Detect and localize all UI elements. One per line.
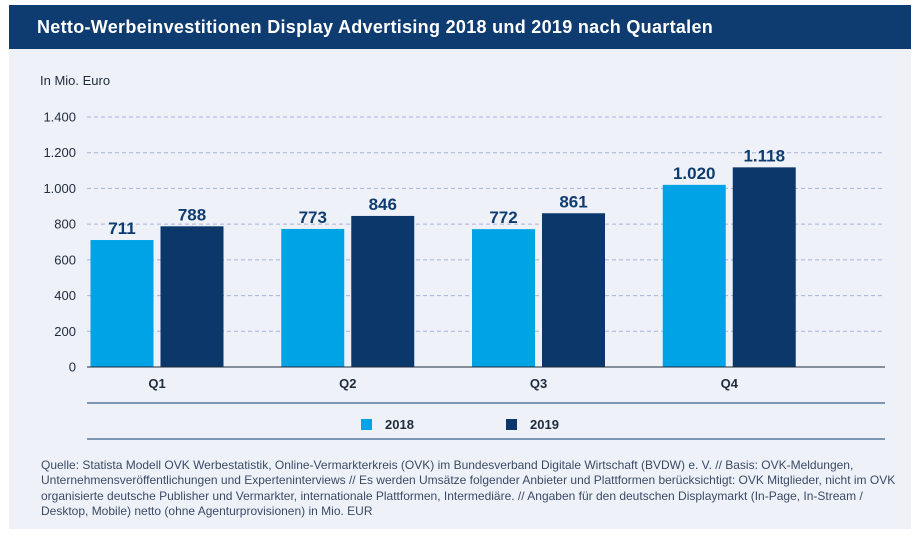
data-label: 1.020 [673, 164, 716, 183]
legend-label-2018: 2018 [385, 417, 414, 432]
chart-panel: Netto-Werbeinvestitionen Display Adverti… [9, 5, 911, 529]
x-tick-label: Q1 [148, 376, 165, 391]
bar-2019-q1 [161, 226, 224, 367]
y-tick-label: 1.400 [43, 110, 76, 125]
bar-2018-q2 [281, 229, 344, 367]
bar-2018-q4 [663, 185, 726, 367]
legend: 2018 2019 [361, 417, 559, 432]
data-label: 772 [489, 208, 517, 227]
bar-2019-q3 [542, 213, 605, 367]
y-tick-label: 1.000 [43, 181, 76, 196]
y-tick-label: 600 [54, 252, 76, 267]
data-label: 861 [559, 192, 587, 211]
data-label: 711 [108, 219, 135, 238]
legend-swatch-2018 [361, 419, 372, 430]
source-note: Quelle: Statista Modell OVK Werbestatist… [41, 458, 901, 519]
data-label: 1.118 [743, 146, 785, 165]
y-tick-label: 1.200 [43, 145, 76, 160]
y-tick-label: 200 [54, 324, 76, 339]
x-tick-label: Q2 [339, 376, 356, 391]
data-label: 788 [178, 205, 206, 224]
y-tick-label: 400 [54, 288, 76, 303]
data-label: 846 [369, 195, 397, 214]
bar-2018-q1 [91, 240, 154, 367]
y-axis-ticks: 0 200 400 600 800 1.000 1.200 1.400 [43, 110, 76, 375]
x-tick-label: Q4 [721, 376, 739, 391]
legend-label-2019: 2019 [530, 417, 559, 432]
y-tick-label: 800 [54, 217, 76, 232]
bars [91, 167, 796, 367]
bar-2019-q4 [733, 167, 796, 367]
bar-2019-q2 [351, 216, 414, 367]
data-label: 773 [299, 208, 327, 227]
legend-swatch-2019 [506, 419, 517, 430]
bar-2018-q3 [472, 229, 535, 367]
x-tick-label: Q3 [530, 376, 547, 391]
y-tick-label: 0 [69, 360, 76, 375]
bar-chart: 0 200 400 600 800 1.000 1.200 1.400 711 788 773 84… [9, 5, 911, 450]
x-axis-ticks: Q1 Q2 Q3 Q4 [148, 376, 738, 391]
